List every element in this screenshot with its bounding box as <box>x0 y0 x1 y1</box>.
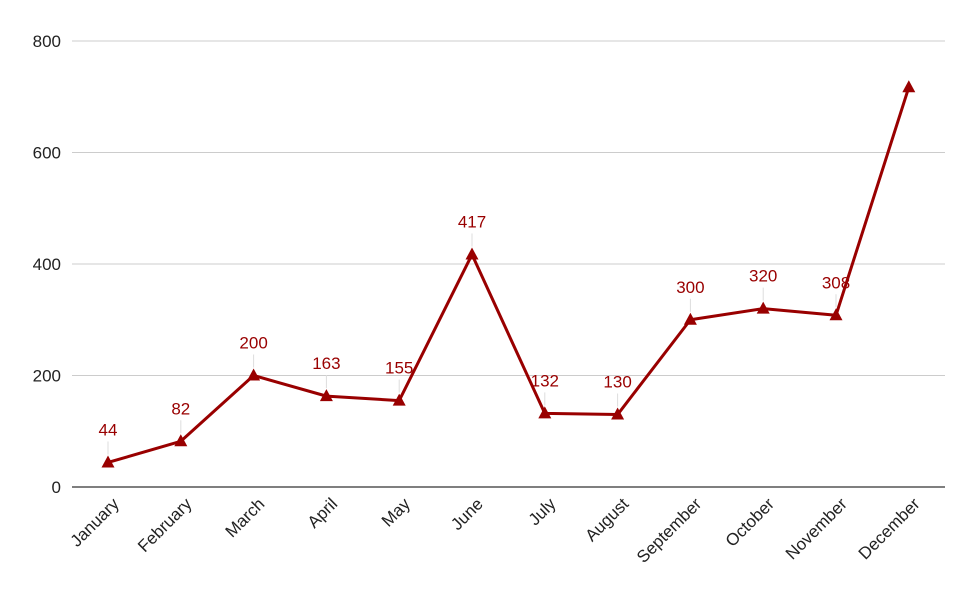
series-line <box>107 86 911 464</box>
x-tick-label: July <box>525 494 560 529</box>
x-tick-label: February <box>134 494 196 556</box>
data-label: 155 <box>385 359 413 378</box>
x-axis-ticks: January February March April May June July Augu… <box>67 494 924 567</box>
y-tick-label: 600 <box>33 144 61 163</box>
y-tick-label: 0 <box>52 478 61 497</box>
data-point-marker <box>611 407 625 420</box>
data-label: 300 <box>676 278 704 297</box>
y-tick-label: 400 <box>33 255 61 274</box>
data-label: 130 <box>603 373 631 392</box>
data-labels: 44 82 200 163 155 417 132 130 300 320 308 <box>99 213 851 440</box>
data-point-marker <box>829 308 843 321</box>
data-point-marker <box>101 455 115 468</box>
y-axis-ticks: 0 200 400 600 800 <box>33 32 61 497</box>
data-point-marker <box>465 247 479 260</box>
x-tick-label: March <box>222 494 269 541</box>
x-tick-label: September <box>633 494 705 566</box>
data-point-marker <box>902 80 916 93</box>
data-label: 82 <box>171 399 190 418</box>
x-tick-label: May <box>378 494 414 530</box>
y-tick-label: 800 <box>33 32 61 51</box>
data-label: 44 <box>99 420 118 439</box>
y-tick-label: 200 <box>33 367 61 386</box>
data-point-marker <box>538 406 552 419</box>
x-tick-label: December <box>855 494 924 563</box>
data-label: 417 <box>458 213 486 232</box>
data-label: 132 <box>531 371 559 390</box>
data-point-marker <box>319 389 333 402</box>
x-tick-label: October <box>722 494 778 550</box>
data-label-leaders <box>107 233 837 455</box>
x-tick-label: April <box>304 494 341 531</box>
data-point-marker <box>683 312 697 325</box>
data-label: 320 <box>749 267 777 286</box>
data-point-marker <box>247 368 261 381</box>
data-point-marker <box>756 301 770 314</box>
x-tick-label: January <box>67 494 124 551</box>
data-label: 200 <box>239 334 267 353</box>
gridlines <box>72 40 945 376</box>
series-markers <box>101 80 916 468</box>
x-tick-label: August <box>582 494 633 545</box>
data-point-marker <box>174 434 188 447</box>
data-label: 308 <box>822 273 850 292</box>
x-tick-label: November <box>782 494 851 563</box>
data-point-marker <box>392 393 406 406</box>
data-label: 163 <box>312 354 340 373</box>
x-tick-label: June <box>447 494 487 534</box>
